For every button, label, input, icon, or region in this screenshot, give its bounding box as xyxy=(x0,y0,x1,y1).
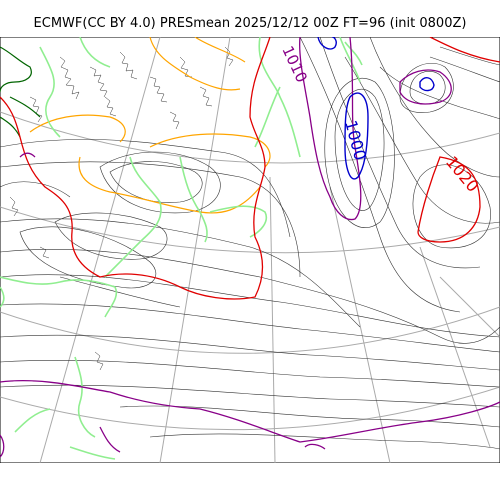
dark-green-contours xyxy=(0,46,41,138)
isobar-1000 xyxy=(317,37,435,180)
graticule xyxy=(0,37,500,463)
coastlines xyxy=(0,37,363,460)
map-title: ECMWF(CC BY 4.0) PRESmean 2025/12/12 00Z… xyxy=(33,16,467,31)
weather-map: 1010 1000 1020 xyxy=(0,37,500,463)
isobar-1010 xyxy=(0,37,500,458)
terrain-contours xyxy=(9,46,234,371)
thin-isobars xyxy=(0,37,500,450)
isobar-1020 xyxy=(0,37,500,300)
